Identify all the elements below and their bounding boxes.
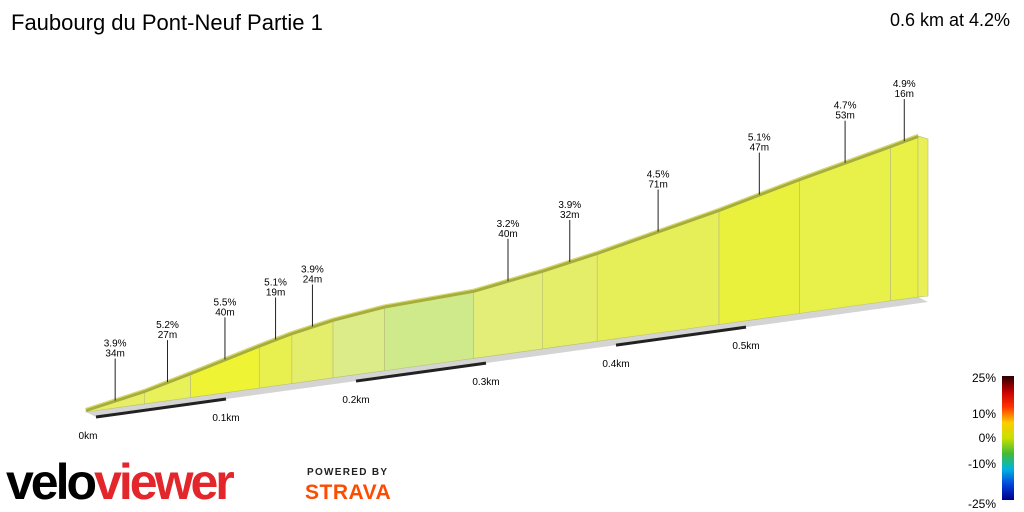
distance-tick-label: 0.4km — [602, 359, 629, 370]
segment-length-label: 27m — [158, 330, 177, 341]
powered-by-label: POWERED BY — [307, 467, 389, 478]
segment-length-label: 53m — [835, 111, 854, 122]
logo-velo-text: velo — [6, 454, 97, 510]
segment-summary: 0.6 km at 4.2% — [889, 10, 1010, 30]
segment-grade-label: 3.9% — [558, 200, 581, 211]
page-title: Faubourg du Pont-Neuf Partie 1 — [11, 10, 323, 35]
profile-top-layer — [85, 133, 919, 412]
color-scale-tick-label: 25% — [972, 371, 996, 385]
segment-grade-label: 4.5% — [647, 169, 670, 180]
color-scale-bar — [1002, 376, 1014, 500]
strava-logo: STRAVA — [305, 481, 392, 504]
profile-base-layer — [86, 297, 928, 417]
profile-segment — [799, 145, 891, 314]
segment-length-label: 47m — [750, 143, 769, 154]
color-scale-tick-label: 10% — [972, 407, 996, 421]
color-scale-tick-label: -10% — [968, 457, 996, 471]
gradient-color-scale: 25% 10% 0% -10% -25% — [968, 371, 1014, 511]
segment-length-label: 40m — [498, 229, 517, 240]
segment-grade-label: 5.1% — [264, 277, 287, 288]
segment-length-label: 24m — [303, 274, 322, 285]
distance-axis-layer: 0km 0.1km 0.2km 0.3km 0.4km 0.5km — [79, 325, 760, 442]
profile-segment — [473, 270, 543, 359]
color-scale-tick-label: 0% — [979, 431, 997, 445]
segment-grade-label: 4.9% — [893, 79, 916, 90]
color-scale-tick-label: -25% — [968, 497, 996, 511]
segment-grade-label: 5.5% — [214, 297, 237, 308]
distance-tick-label: 0.3km — [472, 377, 499, 388]
segment-grade-label: 5.1% — [748, 133, 771, 144]
profile-base-strip — [86, 297, 928, 417]
profile-segment — [890, 135, 919, 302]
profile-end-face — [917, 135, 929, 298]
segment-length-label: 16m — [895, 89, 914, 100]
segment-length-label: 34m — [105, 349, 124, 360]
profile-segment — [718, 178, 800, 325]
veloviewer-logo: veloviewer — [6, 452, 235, 512]
segment-length-label: 19m — [266, 287, 285, 298]
distance-tick-label: 0km — [79, 431, 98, 442]
segment-length-label: 40m — [215, 307, 234, 318]
segment-length-label: 32m — [560, 210, 579, 221]
segment-grade-label: 3.9% — [104, 339, 127, 350]
segment-labels-layer: 3.9%34m5.2%27m5.5%40m5.1%19m3.9%24m3.2%4… — [104, 79, 916, 401]
logo-viewer-text: viewer — [94, 454, 235, 510]
distance-band — [95, 397, 227, 419]
profile-top-highlight — [85, 133, 919, 410]
segment-grade-label: 4.7% — [834, 101, 857, 112]
distance-band — [615, 325, 747, 347]
segment-grade-label: 3.9% — [301, 264, 324, 275]
distance-tick-label: 0.5km — [732, 341, 759, 352]
segment-grade-label: 3.2% — [497, 219, 520, 230]
distance-band — [355, 361, 487, 383]
distance-tick-label: 0.2km — [342, 395, 369, 406]
segment-grade-label: 5.2% — [156, 320, 179, 331]
profile-top-ridge — [85, 134, 919, 412]
distance-tick-label: 0.1km — [212, 413, 239, 424]
segment-length-label: 71m — [648, 179, 667, 190]
